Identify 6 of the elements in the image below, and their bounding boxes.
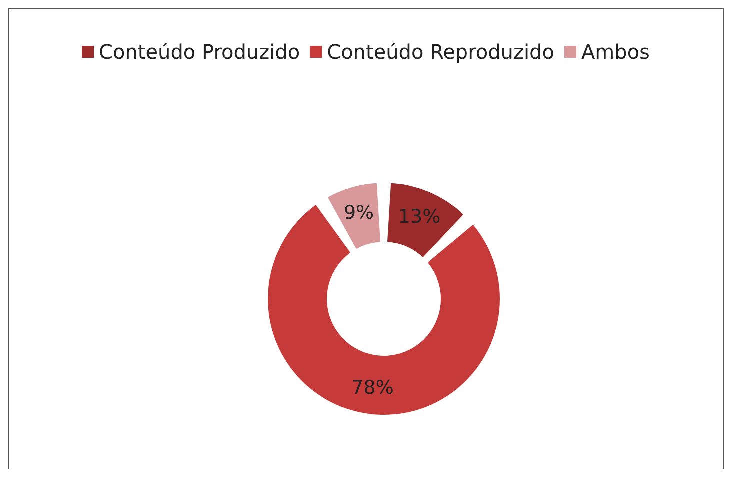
legend-label: Conteúdo Produzido [99, 40, 300, 64]
legend-label: Ambos [581, 40, 650, 64]
data-label: 9% [344, 202, 374, 224]
legend-label: Conteúdo Reproduzido [327, 40, 554, 64]
data-label: 13% [398, 206, 441, 228]
data-label: 78% [352, 376, 394, 399]
